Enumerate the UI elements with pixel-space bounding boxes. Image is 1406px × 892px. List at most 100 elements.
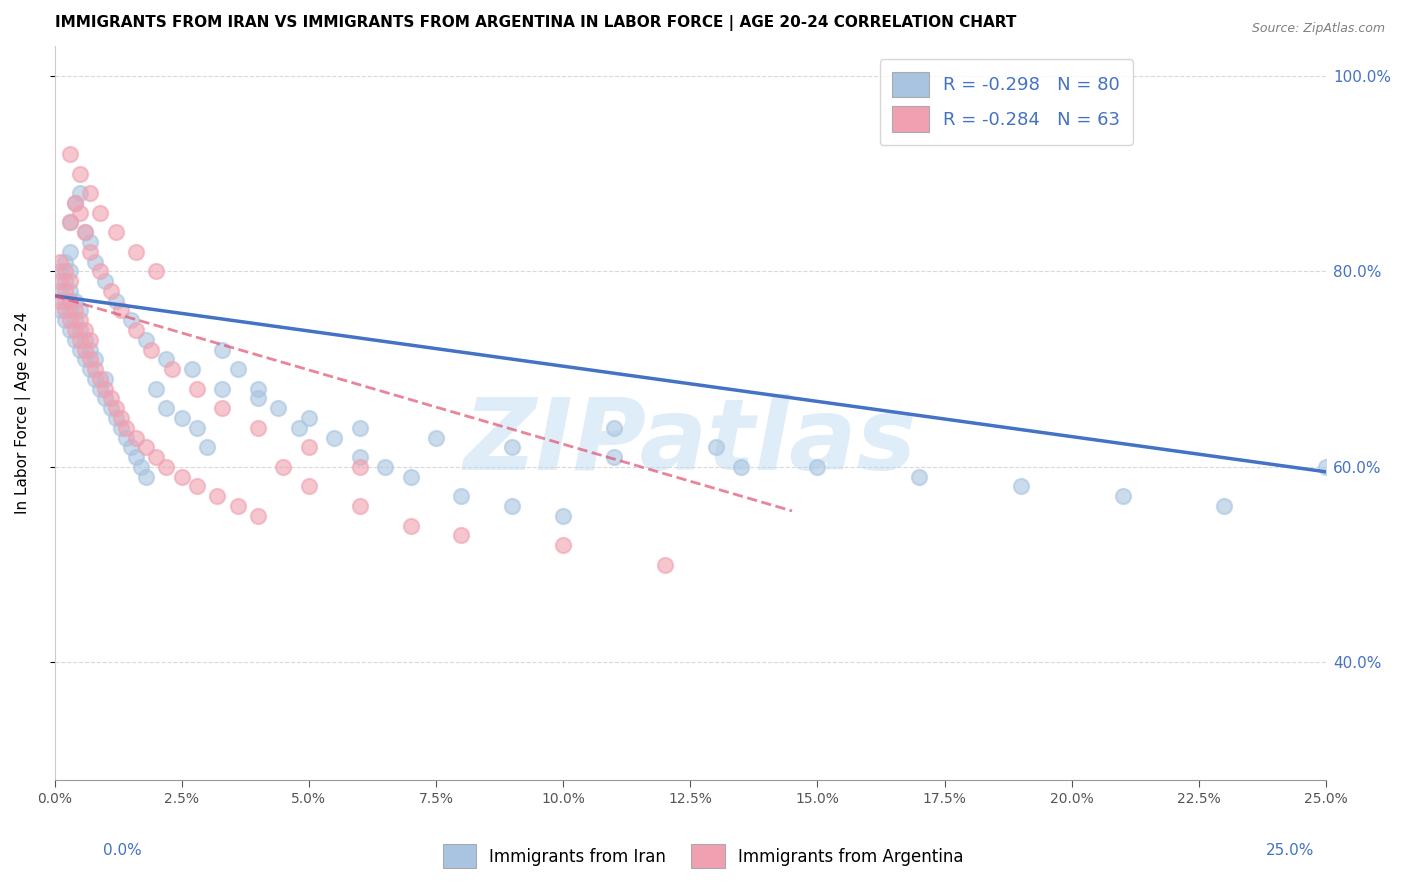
Point — [79, 352, 101, 367]
Point — [100, 392, 122, 406]
Point — [53, 274, 76, 288]
Point — [48, 303, 70, 318]
Point — [349, 421, 371, 435]
Point — [75, 343, 97, 357]
Point — [553, 538, 575, 552]
Point — [501, 499, 523, 513]
Point — [59, 323, 82, 337]
Point — [63, 195, 86, 210]
Point — [53, 313, 76, 327]
Point — [69, 323, 91, 337]
Point — [104, 411, 127, 425]
Point — [94, 392, 117, 406]
Point — [247, 421, 270, 435]
Point — [155, 401, 177, 416]
Point — [125, 244, 148, 259]
Point — [129, 459, 152, 474]
Point — [79, 362, 101, 376]
Point — [59, 147, 82, 161]
Text: IMMIGRANTS FROM IRAN VS IMMIGRANTS FROM ARGENTINA IN LABOR FORCE | AGE 20-24 COR: IMMIGRANTS FROM IRAN VS IMMIGRANTS FROM … — [55, 15, 1017, 31]
Point — [48, 274, 70, 288]
Text: Source: ZipAtlas.com: Source: ZipAtlas.com — [1251, 22, 1385, 36]
Point — [135, 333, 157, 347]
Point — [69, 167, 91, 181]
Point — [125, 323, 148, 337]
Point — [59, 303, 82, 318]
Point — [211, 343, 233, 357]
Text: ZIPatlas: ZIPatlas — [464, 394, 917, 491]
Point — [806, 459, 828, 474]
Point — [75, 323, 97, 337]
Point — [298, 411, 321, 425]
Point — [141, 343, 163, 357]
Legend: R = -0.298   N = 80, R = -0.284   N = 63: R = -0.298 N = 80, R = -0.284 N = 63 — [880, 59, 1133, 145]
Point — [94, 382, 117, 396]
Point — [450, 528, 472, 542]
Point — [114, 421, 136, 435]
Point — [79, 244, 101, 259]
Point — [84, 254, 107, 268]
Point — [226, 362, 249, 376]
Point — [48, 264, 70, 278]
Point — [207, 489, 229, 503]
Point — [69, 343, 91, 357]
Legend: Immigrants from Iran, Immigrants from Argentina: Immigrants from Iran, Immigrants from Ar… — [436, 838, 970, 875]
Point — [79, 186, 101, 201]
Point — [59, 293, 82, 308]
Point — [89, 382, 111, 396]
Point — [63, 323, 86, 337]
Point — [75, 352, 97, 367]
Point — [267, 401, 290, 416]
Point — [450, 489, 472, 503]
Point — [186, 382, 208, 396]
Point — [59, 215, 82, 229]
Point — [145, 264, 167, 278]
Point — [110, 421, 132, 435]
Point — [120, 313, 142, 327]
Point — [53, 303, 76, 318]
Point — [186, 479, 208, 493]
Point — [89, 264, 111, 278]
Point — [160, 362, 183, 376]
Point — [247, 508, 270, 523]
Point — [104, 401, 127, 416]
Point — [211, 401, 233, 416]
Point — [69, 205, 91, 219]
Point — [110, 303, 132, 318]
Point — [63, 333, 86, 347]
Point — [104, 225, 127, 239]
Point — [48, 284, 70, 298]
Point — [48, 254, 70, 268]
Point — [211, 382, 233, 396]
Point — [75, 225, 97, 239]
Point — [603, 450, 626, 464]
Point — [186, 421, 208, 435]
Text: 0.0%: 0.0% — [103, 843, 142, 858]
Point — [110, 411, 132, 425]
Point — [69, 303, 91, 318]
Point — [125, 431, 148, 445]
Y-axis label: In Labor Force | Age 20-24: In Labor Force | Age 20-24 — [15, 312, 31, 515]
Point — [63, 195, 86, 210]
Point — [104, 293, 127, 308]
Point — [135, 441, 157, 455]
Point — [399, 518, 422, 533]
Point — [298, 479, 321, 493]
Point — [94, 372, 117, 386]
Point — [298, 441, 321, 455]
Point — [501, 441, 523, 455]
Point — [75, 225, 97, 239]
Point — [69, 186, 91, 201]
Point — [59, 215, 82, 229]
Point — [1111, 489, 1133, 503]
Point — [247, 392, 270, 406]
Point — [53, 264, 76, 278]
Point — [349, 450, 371, 464]
Point — [53, 254, 76, 268]
Point — [84, 352, 107, 367]
Point — [59, 284, 82, 298]
Point — [425, 431, 447, 445]
Point — [100, 284, 122, 298]
Point — [84, 372, 107, 386]
Point — [349, 499, 371, 513]
